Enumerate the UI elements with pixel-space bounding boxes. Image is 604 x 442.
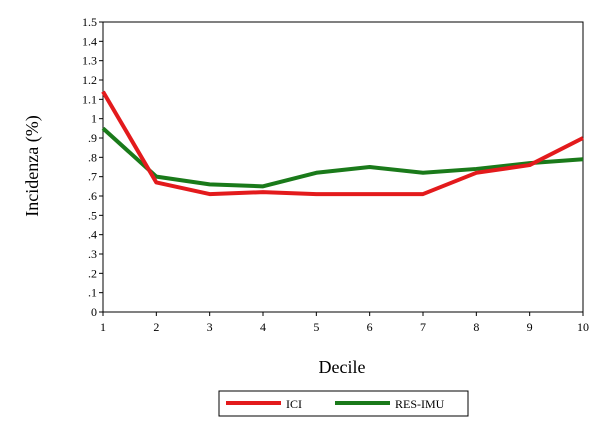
y-tick-label: .1 [88,286,97,300]
y-tick-label: 1.5 [82,15,97,29]
y-tick-label: .8 [88,150,97,164]
legend: ICI RES-IMU [218,390,469,417]
y-tick-label: .6 [88,189,97,203]
x-tick-label: 5 [313,320,319,334]
x-axis-ticks: 1 2 3 4 5 6 7 8 9 10 [100,312,589,334]
y-tick-label: 1.3 [82,54,97,68]
series-line-res-imu [101,126,584,189]
legend-label-ici: ICI [286,397,302,411]
x-tick-label: 1 [100,320,106,334]
series-line-ici [101,90,584,197]
y-tick-label: .9 [88,131,97,145]
legend-label-res-imu: RES-IMU [395,397,445,411]
y-tick-label: 1.1 [82,92,97,106]
y-tick-label: 1 [91,112,97,126]
y-axis-label: Incidenza (%) [22,115,43,216]
x-axis-label: Decile [319,357,366,377]
x-tick-label: 10 [577,320,589,334]
y-tick-label: .2 [88,266,97,280]
x-tick-label: 9 [527,320,533,334]
y-tick-label: 1.2 [82,73,97,87]
y-tick-label: .7 [88,170,97,184]
y-tick-label: .3 [88,247,97,261]
x-tick-label: 3 [207,320,213,334]
series-lines [101,90,584,197]
y-tick-label: 1.4 [82,34,97,48]
y-tick-label: .5 [88,208,97,222]
x-tick-label: 2 [153,320,159,334]
y-tick-label: 0 [91,305,97,319]
x-tick-label: 7 [420,320,426,334]
x-tick-label: 4 [260,320,266,334]
x-tick-label: 8 [473,320,479,334]
y-axis-ticks: 0 .1 .2 .3 .4 .5 .6 .7 .8 .9 1 1.1 1.2 1.3 1.4 1.5 [82,15,103,319]
plot-frame [102,21,584,313]
y-tick-label: .4 [88,228,97,242]
x-tick-label: 6 [367,320,373,334]
